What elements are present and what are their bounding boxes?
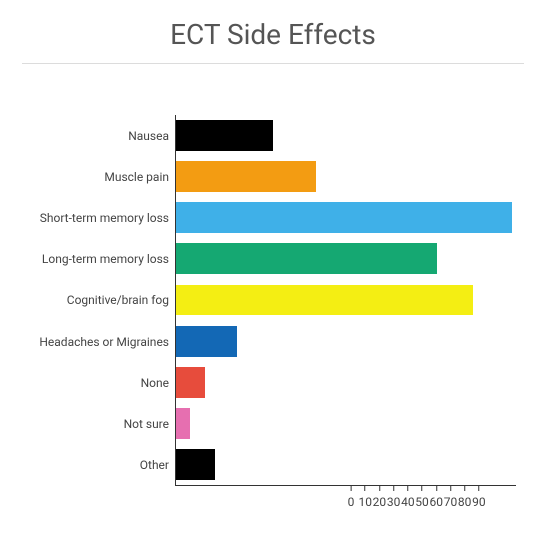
category-label: None (141, 377, 169, 389)
x-tick: 20 (373, 485, 387, 509)
tick-mark (450, 485, 451, 491)
bar-row (176, 197, 516, 238)
x-tick-label: 40 (401, 495, 415, 509)
bar (176, 243, 437, 274)
plot: 0102030405060708090 (175, 115, 516, 486)
category-label: Not sure (124, 418, 169, 430)
bar (176, 449, 215, 480)
bar (176, 285, 473, 316)
x-tick-label: 10 (358, 495, 372, 509)
category-label: Cognitive/brain fog (67, 294, 169, 306)
x-tick: 10 (358, 485, 372, 509)
bar-row (176, 279, 516, 320)
tick-mark (422, 485, 423, 491)
bars-group (176, 115, 516, 485)
tick-mark (464, 485, 465, 491)
bar-row (176, 403, 516, 444)
tick-mark (478, 485, 479, 491)
x-tick: 40 (401, 485, 415, 509)
tick-mark (407, 485, 408, 491)
category-label: Muscle pain (104, 171, 169, 183)
x-axis: 0102030405060708090 (351, 485, 486, 521)
bar (176, 408, 190, 439)
chart-title: ECT Side Effects (0, 0, 546, 57)
x-tick: 80 (458, 485, 472, 509)
bar (176, 161, 316, 192)
bar-row (176, 238, 516, 279)
bar (176, 120, 273, 151)
x-tick-label: 70 (444, 495, 458, 509)
tick-mark (393, 485, 394, 491)
category-label: Nausea (128, 130, 169, 142)
bar-row (176, 321, 516, 362)
x-tick-label: 30 (387, 495, 401, 509)
bar (176, 326, 237, 357)
x-tick: 50 (415, 485, 429, 509)
x-tick-label: 0 (348, 495, 355, 509)
plot-area: Nausea Muscle pain Short-term memory loss L… (0, 115, 516, 486)
category-label: Long-term memory loss (42, 253, 169, 265)
bar-row (176, 444, 516, 485)
tick-mark (436, 485, 437, 491)
title-divider (22, 63, 524, 64)
x-tick: 60 (430, 485, 444, 509)
y-axis-labels: Nausea Muscle pain Short-term memory loss L… (0, 115, 175, 486)
category-label: Short-term memory loss (40, 212, 169, 224)
x-tick-label: 20 (373, 495, 387, 509)
x-tick: 70 (444, 485, 458, 509)
x-tick-label: 80 (458, 495, 472, 509)
bar-row (176, 156, 516, 197)
x-tick-label: 60 (430, 495, 444, 509)
bar (176, 202, 512, 233)
x-tick-label: 90 (472, 495, 486, 509)
tick-mark (365, 485, 366, 491)
category-label: Other (140, 459, 169, 471)
chart-container: ECT Side Effects Nausea Muscle pain Short-… (0, 0, 546, 541)
tick-mark (351, 485, 352, 491)
x-tick: 30 (387, 485, 401, 509)
bar-row (176, 115, 516, 156)
bar-row (176, 362, 516, 403)
x-tick: 0 (348, 485, 355, 509)
x-tick-label: 50 (415, 495, 429, 509)
tick-mark (379, 485, 380, 491)
category-label: Headaches or Migraines (39, 336, 169, 348)
bar (176, 367, 205, 398)
x-tick: 90 (472, 485, 486, 509)
